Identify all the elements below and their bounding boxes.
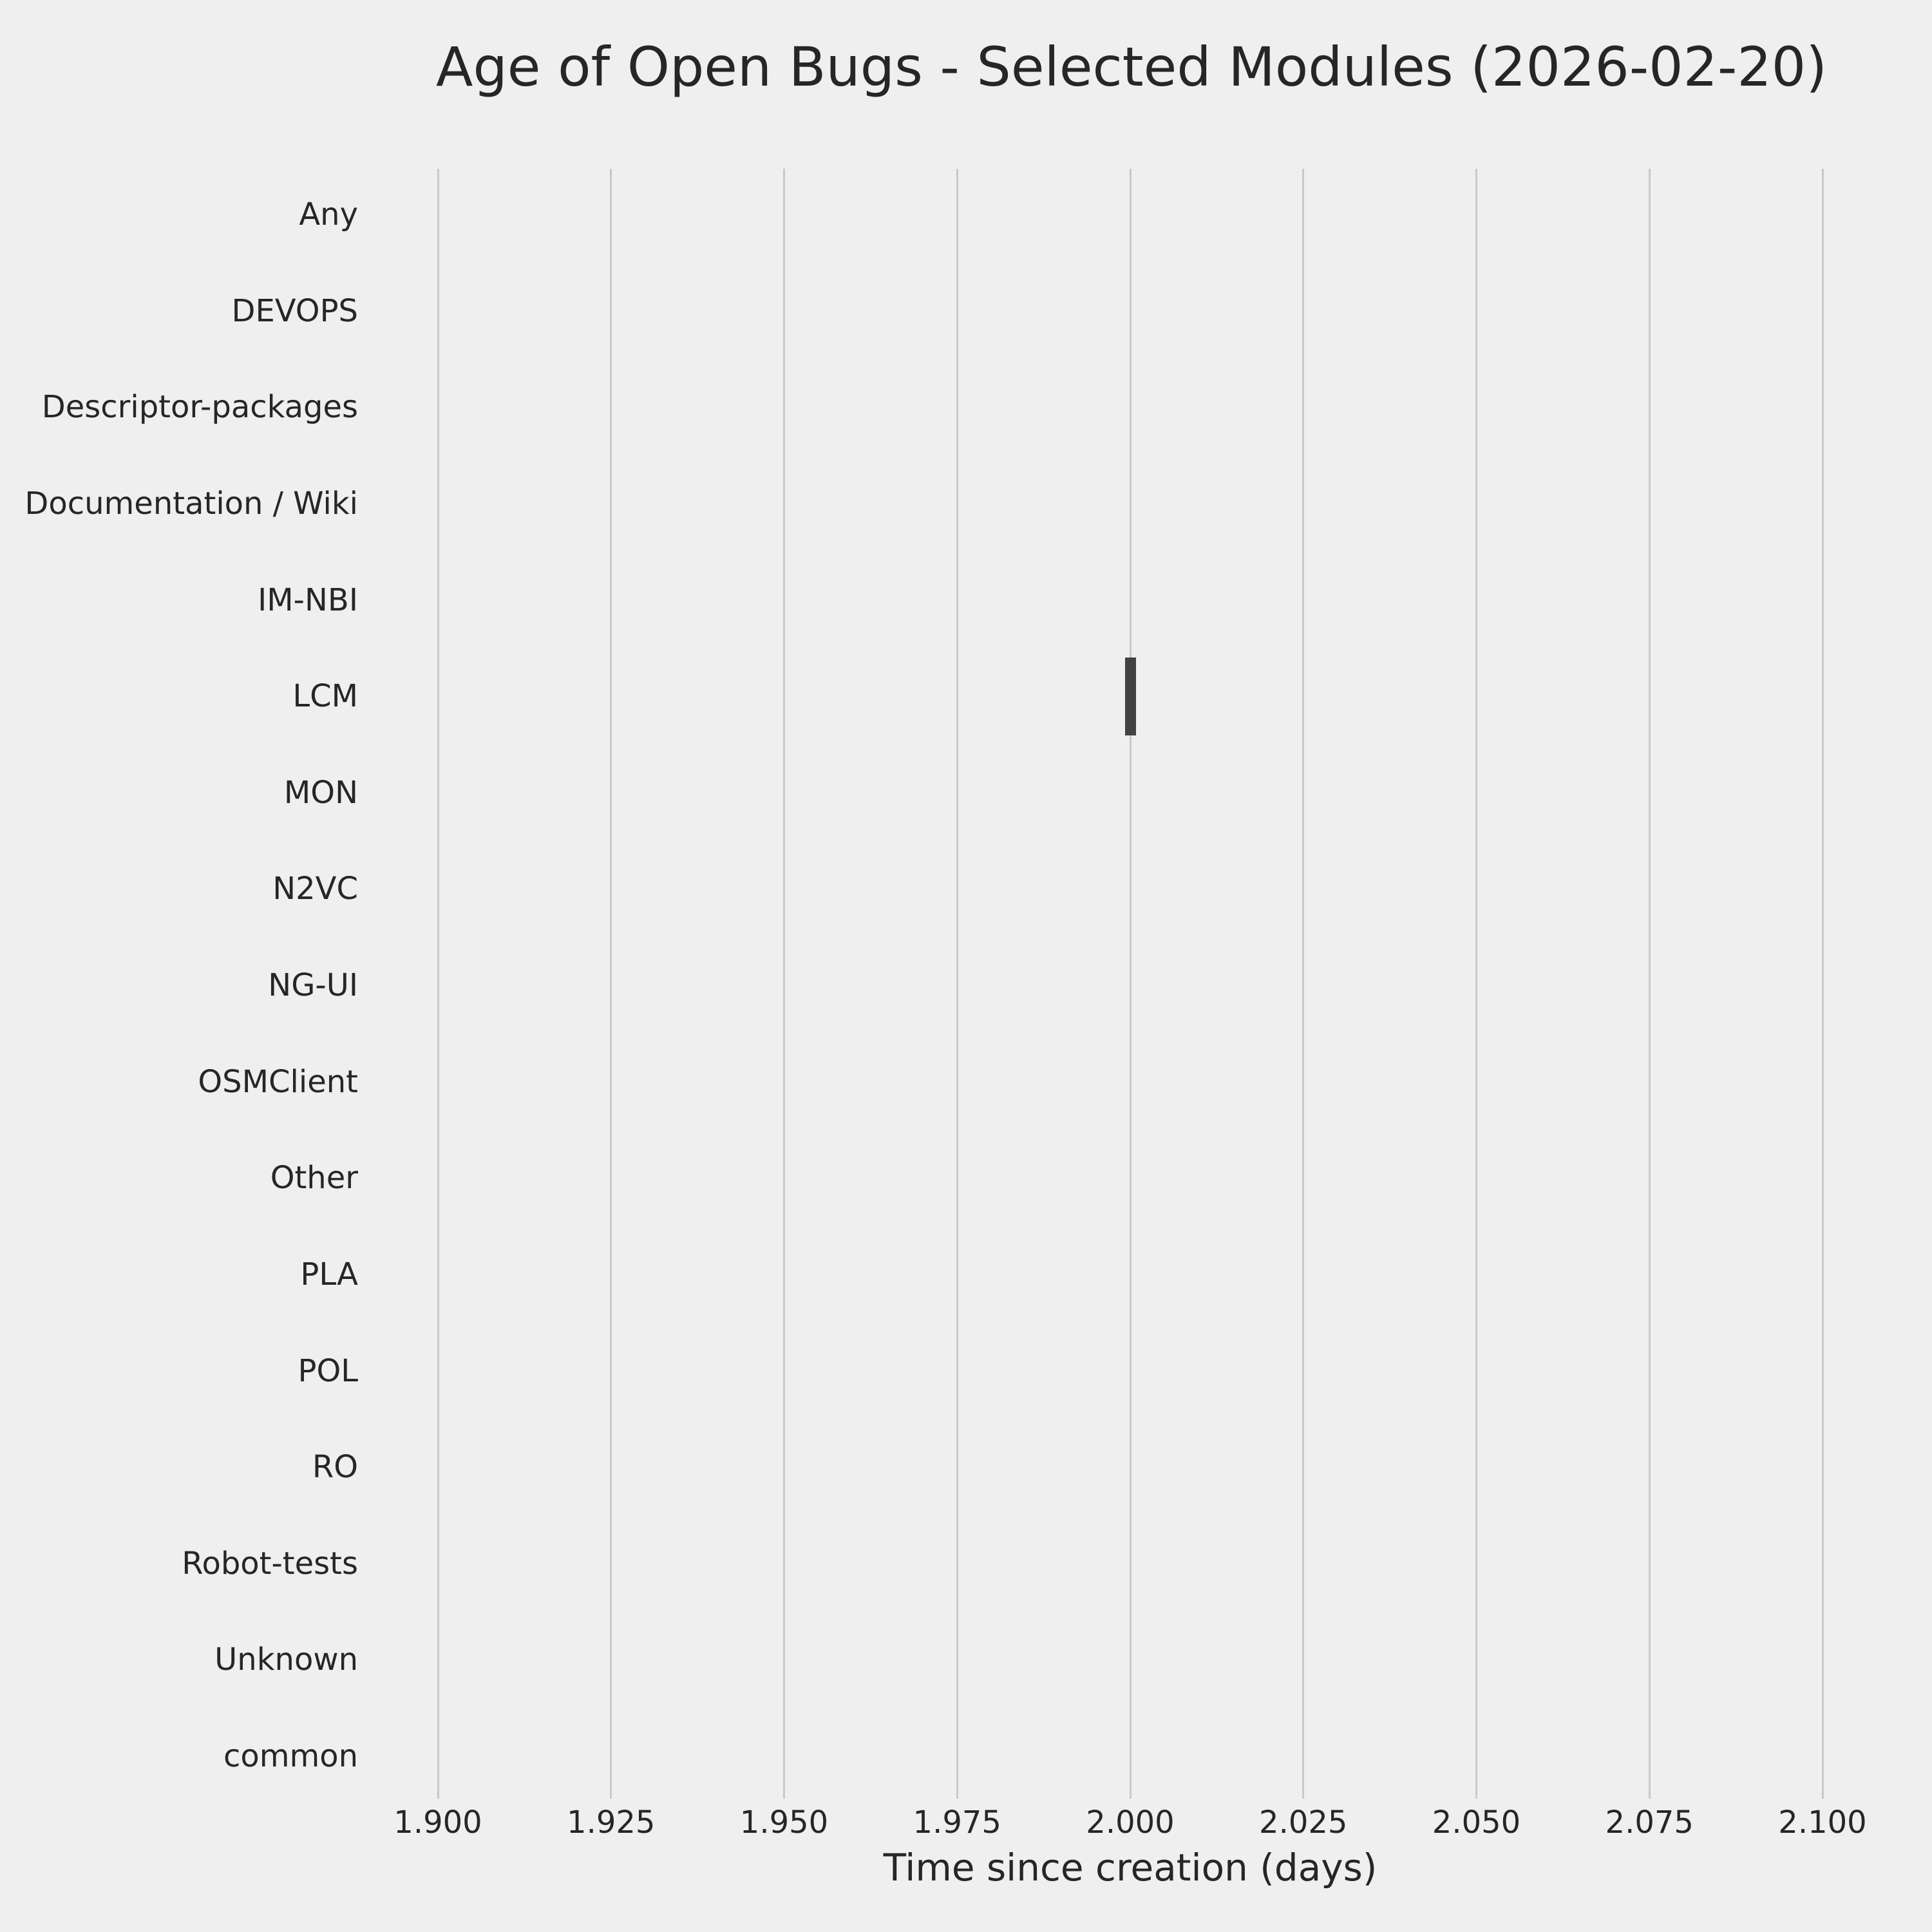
x-tick-label-2.100: 2.100 [1778, 1804, 1867, 1841]
x-tick-label-1.925: 1.925 [567, 1804, 656, 1841]
gridline-x-2.000 [1129, 169, 1132, 1799]
y-tick-label-ng-ui: NG-UI [268, 967, 358, 1003]
y-tick-label-lcm: LCM [292, 678, 358, 715]
x-tick-label-2.050: 2.050 [1432, 1804, 1521, 1841]
gridline-x-1.950 [783, 169, 785, 1799]
y-tick-label-other: Other [270, 1160, 358, 1197]
gridline-x-1.900 [437, 169, 439, 1799]
gridline-x-1.925 [610, 169, 612, 1799]
box-lcm [1124, 657, 1136, 735]
y-tick-label-ro: RO [312, 1449, 358, 1486]
chart-title: Age of Open Bugs - Selected Modules (202… [435, 35, 1828, 99]
x-tick-label-1.900: 1.900 [393, 1804, 482, 1841]
x-tick-label-1.975: 1.975 [913, 1804, 1001, 1841]
y-tick-label-common: common [223, 1738, 358, 1774]
y-tick-label-any: Any [299, 196, 358, 232]
gridline-x-2.025 [1302, 169, 1305, 1799]
y-tick-label-devops: DEVOPS [231, 292, 358, 329]
y-tick-label-im-nbi: IM-NBI [258, 582, 358, 618]
gridline-x-1.975 [956, 169, 958, 1799]
y-tick-label-documentation-wiki: Documentation / Wiki [24, 485, 358, 522]
y-tick-label-n2vc: N2VC [272, 871, 358, 907]
y-tick-label-robot-tests: Robot-tests [182, 1545, 358, 1582]
gridline-x-2.100 [1821, 169, 1824, 1799]
y-tick-label-pol: POL [298, 1352, 358, 1389]
y-tick-label-unknown: Unknown [214, 1642, 358, 1678]
y-tick-label-pla: PLA [300, 1256, 358, 1293]
gridline-x-2.075 [1648, 169, 1651, 1799]
y-tick-label-descriptor-packages: Descriptor-packages [41, 389, 358, 426]
x-tick-label-2.000: 2.000 [1086, 1804, 1175, 1841]
x-tick-label-1.950: 1.950 [739, 1804, 829, 1841]
x-axis-title: Time since creation (days) [883, 1846, 1378, 1889]
y-tick-label-osmclient: OSMClient [198, 1063, 358, 1100]
y-tick-label-mon: MON [283, 774, 358, 811]
gridline-x-2.050 [1475, 169, 1477, 1799]
x-tick-label-2.025: 2.025 [1259, 1804, 1348, 1841]
x-tick-label-2.075: 2.075 [1605, 1804, 1694, 1841]
